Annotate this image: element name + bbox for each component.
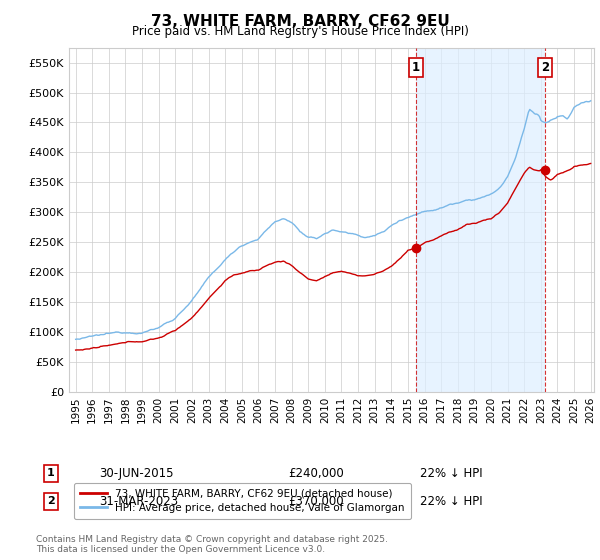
Bar	[416, 48, 545, 392]
Text: 2: 2	[541, 61, 549, 74]
Legend: 73, WHITE FARM, BARRY, CF62 9EU (detached house), HPI: Average price, detached h: 73, WHITE FARM, BARRY, CF62 9EU (detache…	[74, 483, 410, 519]
Text: 2: 2	[47, 496, 55, 506]
Text: 22% ↓ HPI: 22% ↓ HPI	[420, 466, 482, 480]
Text: 73, WHITE FARM, BARRY, CF62 9EU: 73, WHITE FARM, BARRY, CF62 9EU	[151, 14, 449, 29]
Text: Contains HM Land Registry data © Crown copyright and database right 2025.
This d: Contains HM Land Registry data © Crown c…	[36, 535, 388, 554]
Text: £240,000: £240,000	[288, 466, 344, 480]
Text: £370,000: £370,000	[288, 494, 344, 508]
Text: Price paid vs. HM Land Registry's House Price Index (HPI): Price paid vs. HM Land Registry's House …	[131, 25, 469, 38]
Text: 31-MAR-2023: 31-MAR-2023	[99, 494, 178, 508]
Text: 1: 1	[47, 468, 55, 478]
Text: 22% ↓ HPI: 22% ↓ HPI	[420, 494, 482, 508]
Text: 1: 1	[412, 61, 420, 74]
Text: 30-JUN-2015: 30-JUN-2015	[99, 466, 173, 480]
